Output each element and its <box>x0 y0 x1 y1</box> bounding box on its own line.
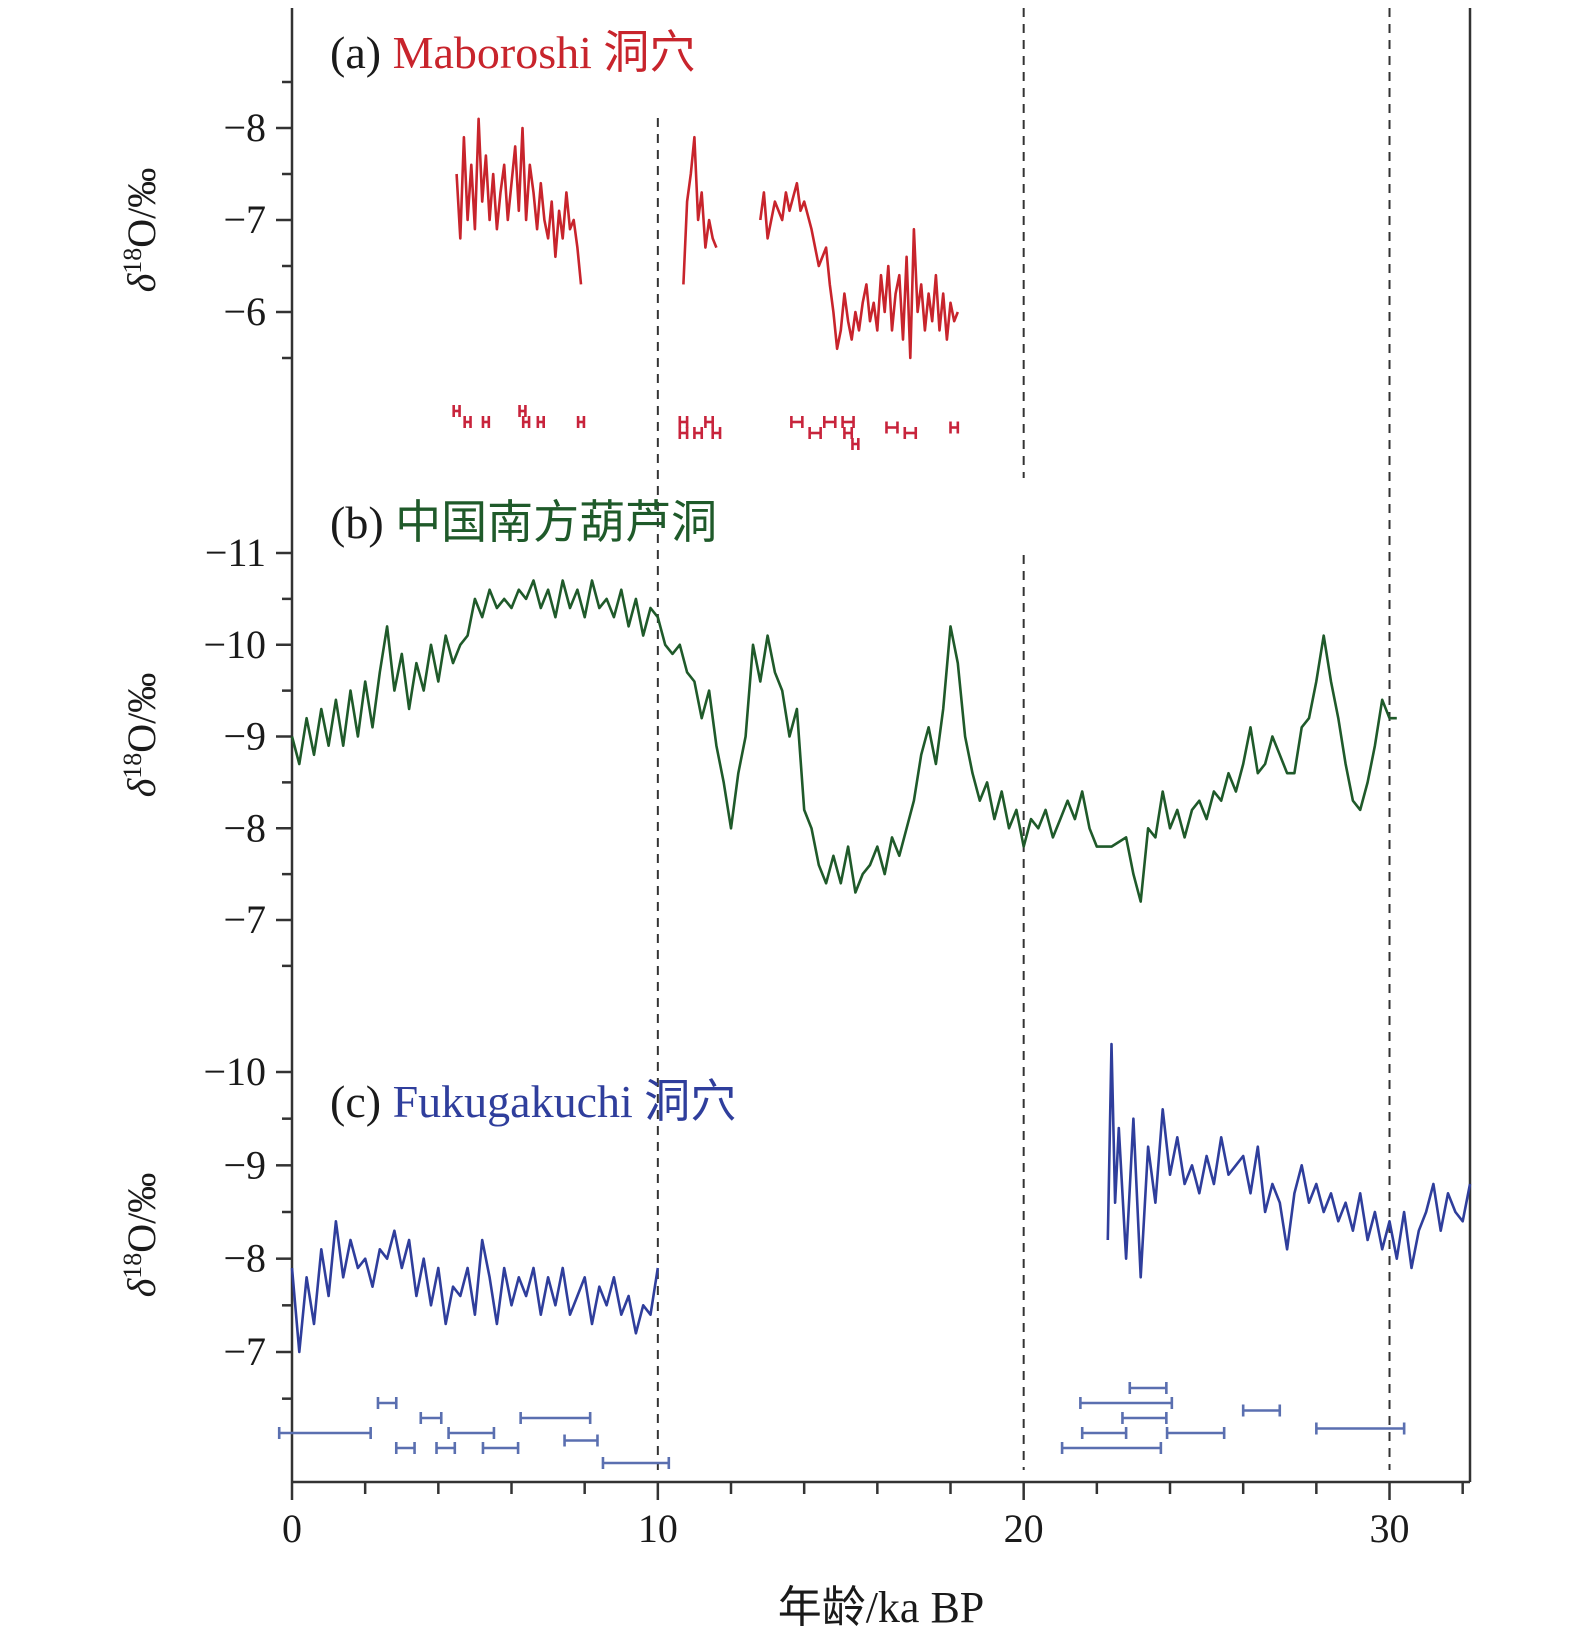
age-error-bar <box>885 421 899 434</box>
age-error-bar <box>851 438 860 450</box>
age-error-bar <box>822 416 837 428</box>
age-error-bar <box>1080 1427 1128 1439</box>
age-error-bar <box>394 1442 416 1454</box>
y-tick-label: −10 <box>203 1049 266 1094</box>
age-error-bar <box>519 1412 592 1424</box>
x-axis-title: 年龄/ka BP <box>778 1583 985 1632</box>
age-error-bar <box>678 427 689 439</box>
age-error-bar <box>1241 1404 1282 1417</box>
age-error-bar <box>808 427 822 439</box>
x-tick-label: 20 <box>1004 1506 1044 1551</box>
age-error-bar <box>277 1427 372 1439</box>
y-tick-label: −8 <box>223 105 266 150</box>
x-tick-label: 30 <box>1370 1506 1410 1551</box>
panels: −8 −7 −6 δ18O/‰ (a) Maboroshi 洞穴 −11 −10 −9 −8 −7… <box>118 27 1472 1469</box>
age-error-bar <box>841 416 855 428</box>
y-tick-label: −8 <box>223 1236 266 1281</box>
y-tick-label: −10 <box>203 622 266 667</box>
age-error-bar <box>376 1397 398 1409</box>
age-error-bar <box>521 416 531 428</box>
age-error-bar <box>1165 1427 1226 1439</box>
age-error-bar <box>481 1442 520 1454</box>
age-error-bar <box>903 427 918 439</box>
y-tick-label: −11 <box>205 530 266 575</box>
age-error-bar <box>435 1442 457 1454</box>
age-error-bar <box>704 416 715 428</box>
age-error-bar <box>447 1427 496 1439</box>
age-error-bar <box>563 1434 599 1447</box>
y-tick-label: −7 <box>223 897 266 942</box>
age-error-bar <box>536 416 545 428</box>
age-error-bar <box>463 416 472 428</box>
panel-label-c: (c) Fukugakuchi 洞穴 <box>330 1076 736 1127</box>
y-tick-label: −7 <box>223 1329 266 1374</box>
age-error-bar <box>576 416 586 428</box>
age-error-bar <box>678 416 689 428</box>
age-error-bar <box>843 427 854 439</box>
series-a-line-2 <box>682 135 718 285</box>
age-error-bar <box>601 1457 671 1469</box>
y-tick-label: −9 <box>223 1142 266 1187</box>
age-error-bar <box>518 405 527 417</box>
y-tick-label: −8 <box>223 805 266 850</box>
y-axis-title: δ18O/‰ <box>118 168 164 293</box>
series-c-line-1 <box>290 1220 660 1354</box>
age-error-bar <box>452 405 461 417</box>
age-error-bar <box>790 416 804 428</box>
series-a-line-3 <box>759 181 960 360</box>
series-a-line-1 <box>455 117 583 285</box>
x-axis: 0 10 20 30 <box>282 1482 1464 1551</box>
panel-label-a: (a) Maboroshi 洞穴 <box>330 27 695 78</box>
age-error-bar <box>1121 1412 1168 1424</box>
y-tick-label: −7 <box>223 197 266 242</box>
age-error-bar <box>711 427 722 439</box>
age-error-bar <box>1315 1422 1406 1435</box>
age-error-bar <box>693 427 704 439</box>
y-axis-title: δ18O/‰ <box>118 1173 164 1298</box>
age-error-bar <box>1128 1382 1168 1394</box>
plot-frame <box>290 8 1472 1484</box>
panel-a: −8 −7 −6 δ18O/‰ (a) Maboroshi 洞穴 <box>118 27 960 450</box>
age-error-bar <box>481 416 491 428</box>
x-tick-label: 10 <box>638 1506 678 1551</box>
age-error-bar <box>949 421 960 434</box>
age-error-bar <box>1060 1442 1163 1454</box>
age-error-bar <box>419 1412 443 1424</box>
panel-c: −10 −9 −8 −7 δ18O/‰ (c) Fukugakuchi 洞穴 <box>118 1042 1472 1469</box>
panel-label-b: (b) 中国南方葫芦洞 <box>330 497 717 548</box>
y-tick-label: −9 <box>223 714 266 759</box>
y-axis-title: δ18O/‰ <box>118 673 164 798</box>
series-c-line-2 <box>1106 1042 1472 1279</box>
series-b-line-1 <box>290 579 1397 903</box>
age-error-bar <box>1079 1397 1174 1409</box>
x-tick-label: 0 <box>282 1506 302 1551</box>
panel-b: −11 −10 −9 −8 −7 δ18O/‰ (b) 中国南方葫芦洞 <box>118 497 1397 968</box>
y-tick-label: −6 <box>223 289 266 334</box>
